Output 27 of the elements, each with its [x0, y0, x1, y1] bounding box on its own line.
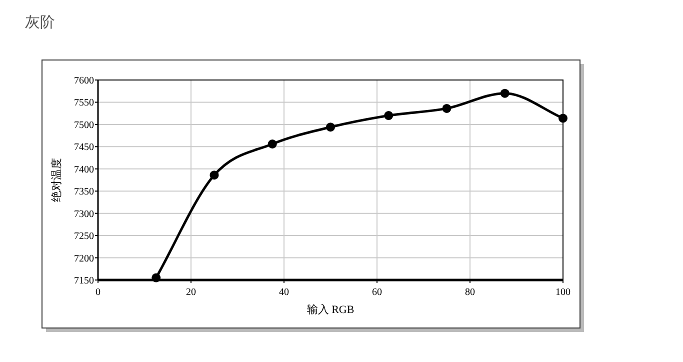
- point: [442, 104, 452, 113]
- x-tick-label: 100: [556, 287, 570, 298]
- y-tick-label: 7600: [74, 76, 94, 86]
- chart-title: 灰阶: [25, 14, 55, 31]
- x-tick-label: 80: [465, 287, 475, 298]
- y-tick-label: 7350: [74, 186, 94, 198]
- y-tick-label: 7150: [74, 276, 94, 286]
- x-tick-label: 40: [279, 287, 289, 298]
- point: [500, 88, 510, 98]
- point: [210, 170, 219, 180]
- point: [326, 122, 335, 132]
- point: [384, 111, 394, 120]
- x-tick-label: 0: [96, 287, 100, 298]
- y-tick-label: 7450: [74, 142, 94, 154]
- y-tick-label: 7250: [74, 231, 94, 242]
- x-tick-label: 60: [372, 287, 382, 298]
- point: [152, 273, 161, 282]
- y-tick-label: 7400: [74, 164, 94, 176]
- y-tick-label: 7550: [74, 98, 94, 109]
- point: [268, 140, 277, 148]
- y-tick-label: 7500: [74, 120, 94, 131]
- x-tick-label: 20: [186, 287, 196, 298]
- y-tick-label: 7200: [74, 253, 94, 264]
- point: [558, 114, 568, 123]
- x-axis-title: 输入 RGB: [306, 303, 354, 316]
- y-axis-title: 绝对温度: [50, 158, 63, 202]
- y-tick-label: 7300: [74, 208, 94, 220]
